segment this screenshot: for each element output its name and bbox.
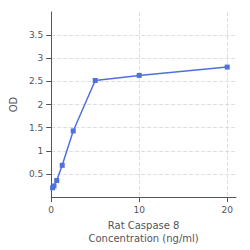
svg-text:3.5: 3.5 <box>29 30 43 40</box>
svg-text:Rat Caspase 8: Rat Caspase 8 <box>108 220 180 231</box>
svg-text:3: 3 <box>37 53 43 63</box>
svg-text:0: 0 <box>48 205 54 215</box>
svg-text:1: 1 <box>37 146 43 156</box>
svg-text:2: 2 <box>37 100 43 110</box>
svg-text:Concentration (ng/ml): Concentration (ng/ml) <box>88 233 198 244</box>
svg-text:1.5: 1.5 <box>29 123 43 133</box>
svg-text:OD: OD <box>8 96 19 112</box>
svg-text:2.5: 2.5 <box>29 76 43 86</box>
svg-text:0.5: 0.5 <box>29 169 43 179</box>
svg-text:20: 20 <box>221 205 233 215</box>
svg-text:10: 10 <box>133 205 145 215</box>
